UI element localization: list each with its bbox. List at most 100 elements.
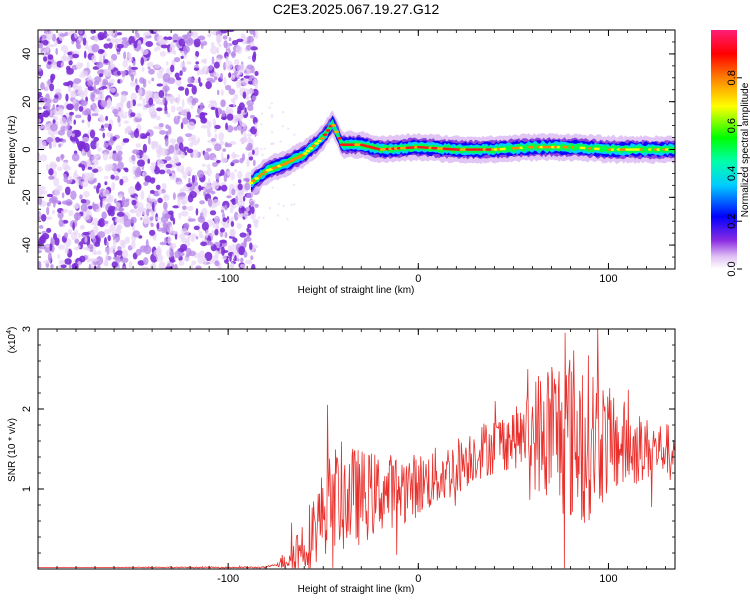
spectrogram-noise-blob <box>250 255 254 261</box>
spectrogram-noise-blob <box>47 61 52 65</box>
spectrogram-noise-blob <box>100 198 103 208</box>
spectrogram-noise-blob <box>193 38 201 48</box>
spectrogram-noise-blob <box>219 239 227 244</box>
spectrogram-noise-blob <box>174 72 180 79</box>
spectrogram-noise-blob <box>113 170 120 176</box>
spectrogram-noise-blob <box>220 99 226 108</box>
spectrogram-noise-blob <box>164 237 167 243</box>
spectrogram-noise-blob <box>95 141 100 149</box>
spectrogram-noise-blob <box>159 147 168 157</box>
spectrogram-noise-blob <box>149 229 156 236</box>
spectrogram-noise-blob <box>38 42 44 49</box>
spectrogram-noise-blob <box>91 43 100 53</box>
spectrogram-noise-blob <box>46 227 52 233</box>
spectrogram-noise-blob <box>170 105 176 113</box>
spectrogram-noise-blob <box>213 61 220 69</box>
spectrogram-noise-blob <box>215 107 219 117</box>
spectrogram-noise-blob <box>140 266 149 269</box>
spectrogram-noise-blob <box>81 148 85 157</box>
spectrogram-noise-blob <box>97 263 101 269</box>
spectrogram-noise-blob <box>276 214 280 217</box>
spectrogram-noise-blob <box>116 51 121 55</box>
spectrogram-noise-blob <box>247 136 252 144</box>
spectrogram-noise-blob <box>65 93 69 102</box>
spectrogram-noise-blob <box>237 74 240 79</box>
spectrogram-noise-blob <box>177 115 181 120</box>
spectrogram-noise-blob <box>108 30 116 37</box>
spectrogram-noise-blob <box>61 192 65 199</box>
colorbar-tick-label: 0.6 <box>726 118 738 133</box>
spectrogram-noise-blob <box>89 129 96 139</box>
spectrogram-noise-blob <box>47 43 56 48</box>
spectrogram-noise-blob <box>94 107 99 115</box>
spectrogram-noise-blob <box>52 139 57 148</box>
spectrogram-noise-blob <box>180 122 184 130</box>
spectrogram-noise-blob <box>214 124 221 130</box>
spectrogram-noise-blob <box>97 182 101 189</box>
spectrogram-noise-blob <box>71 263 79 269</box>
spectrogram-noise-blob <box>186 111 191 121</box>
spectrogram-noise-blob <box>46 206 50 216</box>
spectrogram-noise-blob <box>46 201 51 207</box>
spectrogram-noise-blob <box>67 51 73 56</box>
spectrogram-noise-blob <box>169 242 177 249</box>
spectrogram-noise-blob <box>252 78 258 86</box>
spectrogram-noise-blob <box>110 245 117 250</box>
spectrogram-noise-blob <box>42 140 47 149</box>
spectrogram-noise-blob <box>150 208 153 215</box>
spectrogram-noise-blob <box>140 57 145 66</box>
spectrogram-noise-blob <box>260 148 263 151</box>
spectrogram-noise-blob <box>242 195 246 202</box>
spectrogram-noise-blob <box>237 179 242 184</box>
spectrogram-noise-blob <box>158 123 164 128</box>
spectrogram-noise-blob <box>79 224 85 230</box>
spectrogram-noise-blob <box>220 89 224 96</box>
spectrogram-noise-blob <box>209 79 216 83</box>
spectrogram-noise-blob <box>212 199 220 207</box>
spectrogram-noise-blob <box>48 168 54 176</box>
spectrogram-noise-blob <box>87 79 94 87</box>
spectrogram-noise-blob <box>93 225 99 234</box>
spectrogram-noise-blob <box>91 54 97 64</box>
spectrogram-noise-blob <box>107 97 112 106</box>
spectrogram-noise-blob <box>103 59 109 64</box>
spectrogram-ridge-core <box>251 179 257 183</box>
spectrogram-noise-blob <box>166 223 170 230</box>
spectrogram-noise-blob <box>93 84 97 92</box>
spectrogram-noise-blob <box>195 235 199 240</box>
spectrogram-noise-blob <box>226 219 231 223</box>
spectrogram-noise-blob <box>208 100 217 104</box>
spectrogram-noise-blob <box>60 264 67 269</box>
spectrogram-noise-blob <box>155 99 164 105</box>
spectrogram-noise-blob <box>150 222 154 228</box>
spectrogram-noise-blob <box>158 261 166 269</box>
spectrogram-noise-blob <box>54 88 62 94</box>
spectrogram-noise-blob <box>125 198 130 202</box>
spectrogram-noise-blob <box>97 93 105 101</box>
spectrogram-noise-blob <box>226 170 231 176</box>
snr-panel: -100 0 100 1 2 3 (x104) Height of straight l… <box>6 326 676 595</box>
spectrogram-noise-blob <box>106 241 109 247</box>
spectrogram-noise-blob <box>132 60 136 66</box>
spectrogram-noise-blob <box>195 61 199 65</box>
spectrogram-noise-blob <box>149 177 156 184</box>
spectrogram-noise-blob <box>105 254 109 263</box>
spectrogram-noise-blob <box>42 56 48 62</box>
spectrogram-noise-blob <box>177 198 181 208</box>
spectrogram-noise-blob <box>120 257 129 264</box>
spectrogram-noise-blob <box>182 117 189 125</box>
spectrogram-noise-blob <box>256 130 259 134</box>
spectrogram-noise-blob <box>178 212 182 220</box>
spectrogram-noise-blob <box>103 220 109 224</box>
spectrogram-noise-blob <box>243 177 250 182</box>
spectrogram-noise-blob <box>123 120 129 124</box>
spectrogram-noise-blob <box>193 225 200 231</box>
spectrogram-noise-blob <box>201 124 209 129</box>
spectrogram-noise-blob <box>130 81 137 87</box>
spectrogram-noise-blob <box>122 59 128 68</box>
spectrogram-noise-blob <box>137 88 143 97</box>
spectrogram-noise-blob <box>148 97 154 106</box>
spectrogram-noise-blob <box>86 75 92 79</box>
spectrogram-noise-blob <box>167 36 173 41</box>
spectrogram-noise-blob <box>162 210 167 214</box>
